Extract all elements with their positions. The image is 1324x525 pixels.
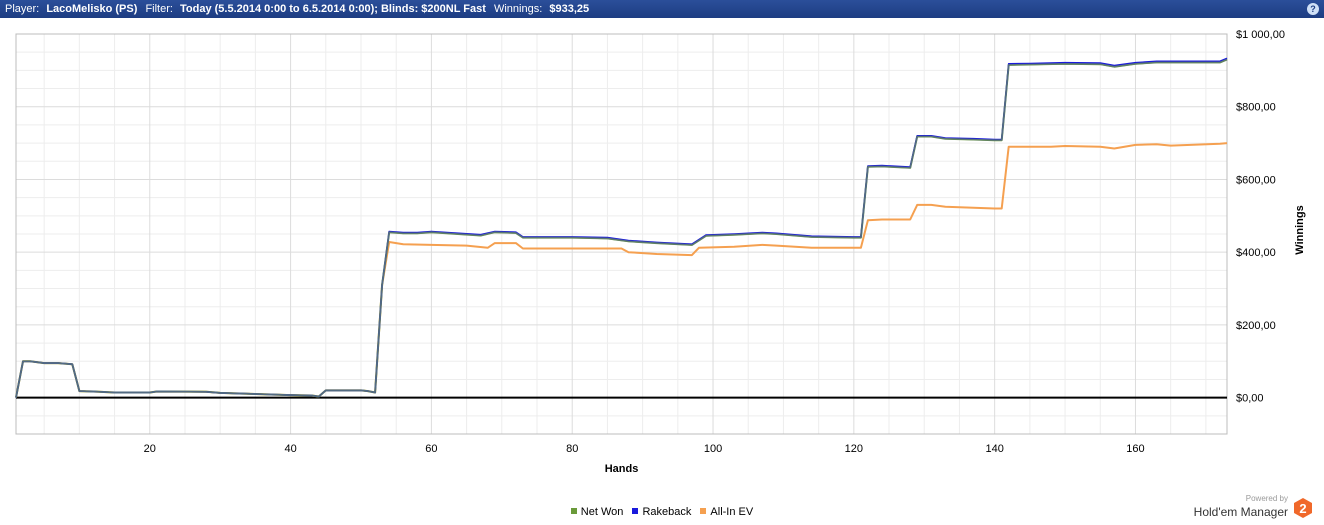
legend-item-net-won[interactable]: Net Won: [570, 506, 624, 518]
legend-item-all-in-ev[interactable]: All-In EV: [700, 506, 753, 518]
x-tick-label: 20: [144, 443, 156, 455]
series-layer: [15, 57, 1228, 398]
brand-watermark: Powered by Hold'em Manager 2: [1174, 494, 1314, 522]
y-tick-label: $0,00: [1236, 393, 1264, 405]
x-tick-label: 140: [985, 443, 1003, 455]
x-tick-label: 160: [1126, 443, 1144, 455]
logo-number: 2: [1299, 501, 1306, 516]
legend-label-net-won: Net Won: [580, 506, 624, 518]
legend-label-rakeback: Rakeback: [642, 506, 692, 518]
winnings-value: $933,25: [549, 3, 590, 15]
series-line-net-won-overlay: [15, 58, 1228, 398]
x-tick-label: 100: [704, 443, 722, 455]
y-tick-label: $1 000,00: [1236, 29, 1285, 41]
grid-minor-lines: [16, 34, 1227, 434]
legend-swatch-all-in-ev: [700, 508, 707, 515]
y-tick-label: $800,00: [1236, 102, 1276, 114]
series-line-rakeback: [15, 57, 1228, 398]
x-tick-label: 120: [845, 443, 863, 455]
player-value: LacoMelisko (PS): [46, 3, 138, 15]
legend-label-all-in-ev: All-In EV: [710, 506, 754, 518]
legend-swatch-rakeback: [632, 508, 639, 515]
x-tick-label: 40: [284, 443, 296, 455]
chart-header-bar: Player: LacoMelisko (PS) Filter: Today (…: [0, 0, 1324, 18]
y-axis-ticks: $0,00 $200,00 $400,00 $600,00 $800,00 $1 000,…: [1236, 29, 1285, 405]
brand-name: Hold'em Manager: [1193, 505, 1288, 519]
powered-by-text: Powered by: [1245, 494, 1288, 503]
filter-label: Filter:: [145, 3, 173, 15]
y-tick-label: $200,00: [1236, 320, 1276, 332]
y-tick-label: $400,00: [1236, 247, 1276, 259]
legend-swatch-net-won: [570, 508, 577, 515]
winnings-label: Winnings:: [493, 3, 543, 15]
series-line-net-won: [15, 58, 1228, 398]
y-axis-title: Winnings: [1294, 205, 1306, 254]
holdem-manager-logo-icon: 2: [1294, 498, 1312, 518]
x-tick-label: 80: [566, 443, 578, 455]
player-label: Player:: [5, 3, 40, 15]
x-axis-title: Hands: [605, 463, 639, 475]
filter-value: Today (5.5.2014 0:00 to 6.5.2014 0:00); …: [180, 3, 486, 15]
plot-area-frame: [15, 33, 1228, 435]
y-tick-label: $600,00: [1236, 174, 1276, 186]
legend: Net Won Rakeback All-In EV: [0, 506, 1324, 518]
legend-item-rakeback[interactable]: Rakeback: [632, 506, 691, 518]
x-tick-label: 60: [425, 443, 437, 455]
x-axis-ticks: 20 40 60 80 100 120 140 160: [144, 443, 1145, 455]
help-icon[interactable]: ?: [1307, 3, 1319, 15]
winnings-chart: 20 40 60 80 100 120 140 160 $0,00 $200,00 $400,00…: [15, 29, 1306, 475]
